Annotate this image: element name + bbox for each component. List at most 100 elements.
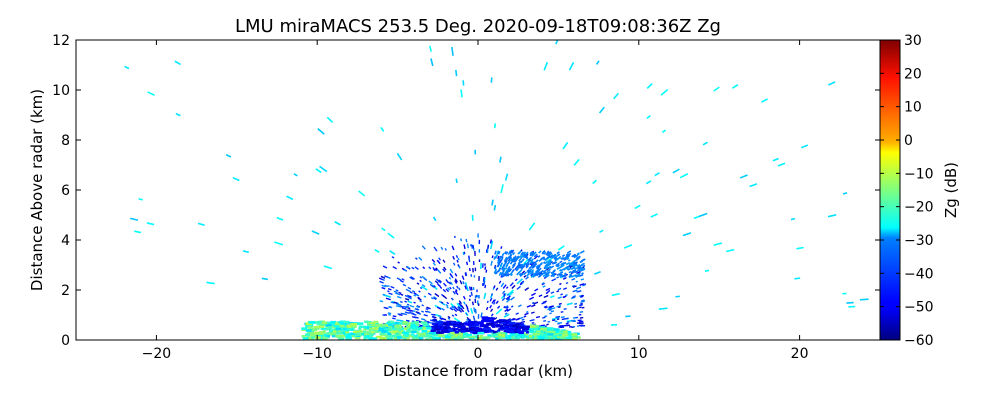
- x-axis: −20 −10 0 10 20: [142, 40, 809, 362]
- radar-gate: [505, 251, 509, 255]
- radar-gate: [507, 273, 511, 277]
- radar-gate: [412, 290, 416, 293]
- clutter-gate: [425, 337, 429, 340]
- clutter-gate: [379, 332, 386, 336]
- radar-gate: [471, 301, 475, 306]
- clutter-gate: [434, 325, 438, 329]
- clutter-gate: [436, 321, 444, 324]
- radar-gate: [503, 261, 507, 267]
- radar-gate: [489, 239, 493, 244]
- clutter-gate: [348, 321, 354, 325]
- radar-gate: [576, 256, 581, 260]
- clutter-gate: [451, 331, 456, 335]
- y-axis: 0 2 4 6 8 10 12: [52, 33, 880, 349]
- radar-gate: [524, 287, 530, 291]
- radar-gate: [425, 307, 429, 311]
- clutter-gate: [389, 331, 396, 334]
- radar-gate: [462, 251, 465, 256]
- radar-gate: [544, 315, 548, 318]
- radar-gate: [566, 302, 573, 306]
- clutter-gate: [451, 335, 458, 339]
- radar-gate: [438, 314, 442, 318]
- radar-gate: [504, 251, 507, 255]
- clutter-gate: [554, 330, 560, 333]
- radar-gate: [495, 287, 499, 291]
- radar-gate: [438, 257, 442, 261]
- radar-gate: [496, 262, 501, 268]
- radar-gate: [536, 265, 541, 270]
- clutter-gate: [342, 327, 347, 331]
- radar-gate: [578, 273, 584, 277]
- clutter-gate: [358, 325, 366, 329]
- radar-gate: [541, 251, 545, 255]
- clutter-gate: [477, 322, 484, 325]
- radar-gate: [495, 308, 503, 315]
- radar-gate: [520, 320, 526, 324]
- radar-gate: [461, 275, 465, 280]
- radar-gate: [444, 248, 447, 251]
- radar-gate: [576, 264, 581, 268]
- radar-gate: [531, 304, 536, 308]
- clutter-gate: [406, 336, 410, 340]
- clutter-gate: [404, 334, 410, 338]
- radar-gate: [509, 271, 514, 276]
- clutter-gate: [509, 330, 515, 333]
- clutter-gate: [434, 337, 440, 340]
- clutter-gate: [374, 330, 380, 333]
- clutter-gate: [304, 324, 309, 328]
- clutter-gate: [523, 325, 531, 328]
- colorbar-tick-label: 10: [904, 100, 922, 116]
- radar-gate: [495, 254, 498, 258]
- colorbar-tick-label: −40: [904, 266, 934, 282]
- clutter-gate: [347, 325, 351, 328]
- radar-gate: [419, 286, 423, 290]
- clutter-gate: [425, 327, 432, 330]
- radar-gate: [537, 255, 541, 258]
- clutter-gate: [328, 326, 332, 329]
- clutter-gate: [435, 324, 442, 328]
- radar-gate: [449, 281, 453, 286]
- clutter-gate: [301, 327, 308, 330]
- radar-gate: [428, 280, 433, 285]
- radar-gate: [555, 315, 561, 319]
- radar-gate: [495, 300, 499, 304]
- clutter-gate: [339, 324, 345, 328]
- radar-gate: [428, 45, 432, 52]
- clutter-gate: [390, 324, 396, 328]
- radar-gate: [526, 304, 532, 308]
- clutter-gate: [364, 320, 369, 324]
- radar-gate: [524, 254, 528, 257]
- clutter-gate: [535, 335, 539, 339]
- radar-gate: [484, 284, 487, 289]
- radar-gate: [393, 290, 398, 294]
- radar-gate: [502, 269, 506, 273]
- radar-gate: [426, 310, 431, 314]
- radar-gate: [390, 301, 395, 304]
- radar-gate: [502, 294, 506, 298]
- radar-gate: [379, 280, 384, 284]
- radar-gate: [432, 319, 438, 322]
- radar-gate: [511, 256, 516, 262]
- radar-gate: [455, 254, 459, 259]
- radar-gate: [500, 246, 503, 250]
- clutter-gate: [397, 322, 405, 325]
- radar-gate: [497, 255, 500, 260]
- radar-gate: [485, 248, 488, 253]
- clutter-gate: [389, 327, 394, 330]
- radar-gate: [531, 292, 536, 297]
- radar-gate: [551, 307, 556, 310]
- radar-gate: [560, 293, 563, 296]
- clutter-gate: [461, 329, 466, 333]
- radar-gate: [547, 251, 552, 256]
- radar-gate: [547, 263, 552, 267]
- radar-gate: [454, 290, 459, 296]
- radar-gate: [491, 299, 495, 304]
- clutter-gate: [515, 324, 521, 327]
- clutter-gate: [510, 328, 517, 331]
- radar-gate: [498, 271, 502, 276]
- radar-gate: [432, 216, 437, 222]
- radar-gate: [545, 251, 550, 256]
- radar-gate: [404, 305, 408, 309]
- clutter-gate: [490, 334, 497, 338]
- radar-gate: [423, 313, 428, 317]
